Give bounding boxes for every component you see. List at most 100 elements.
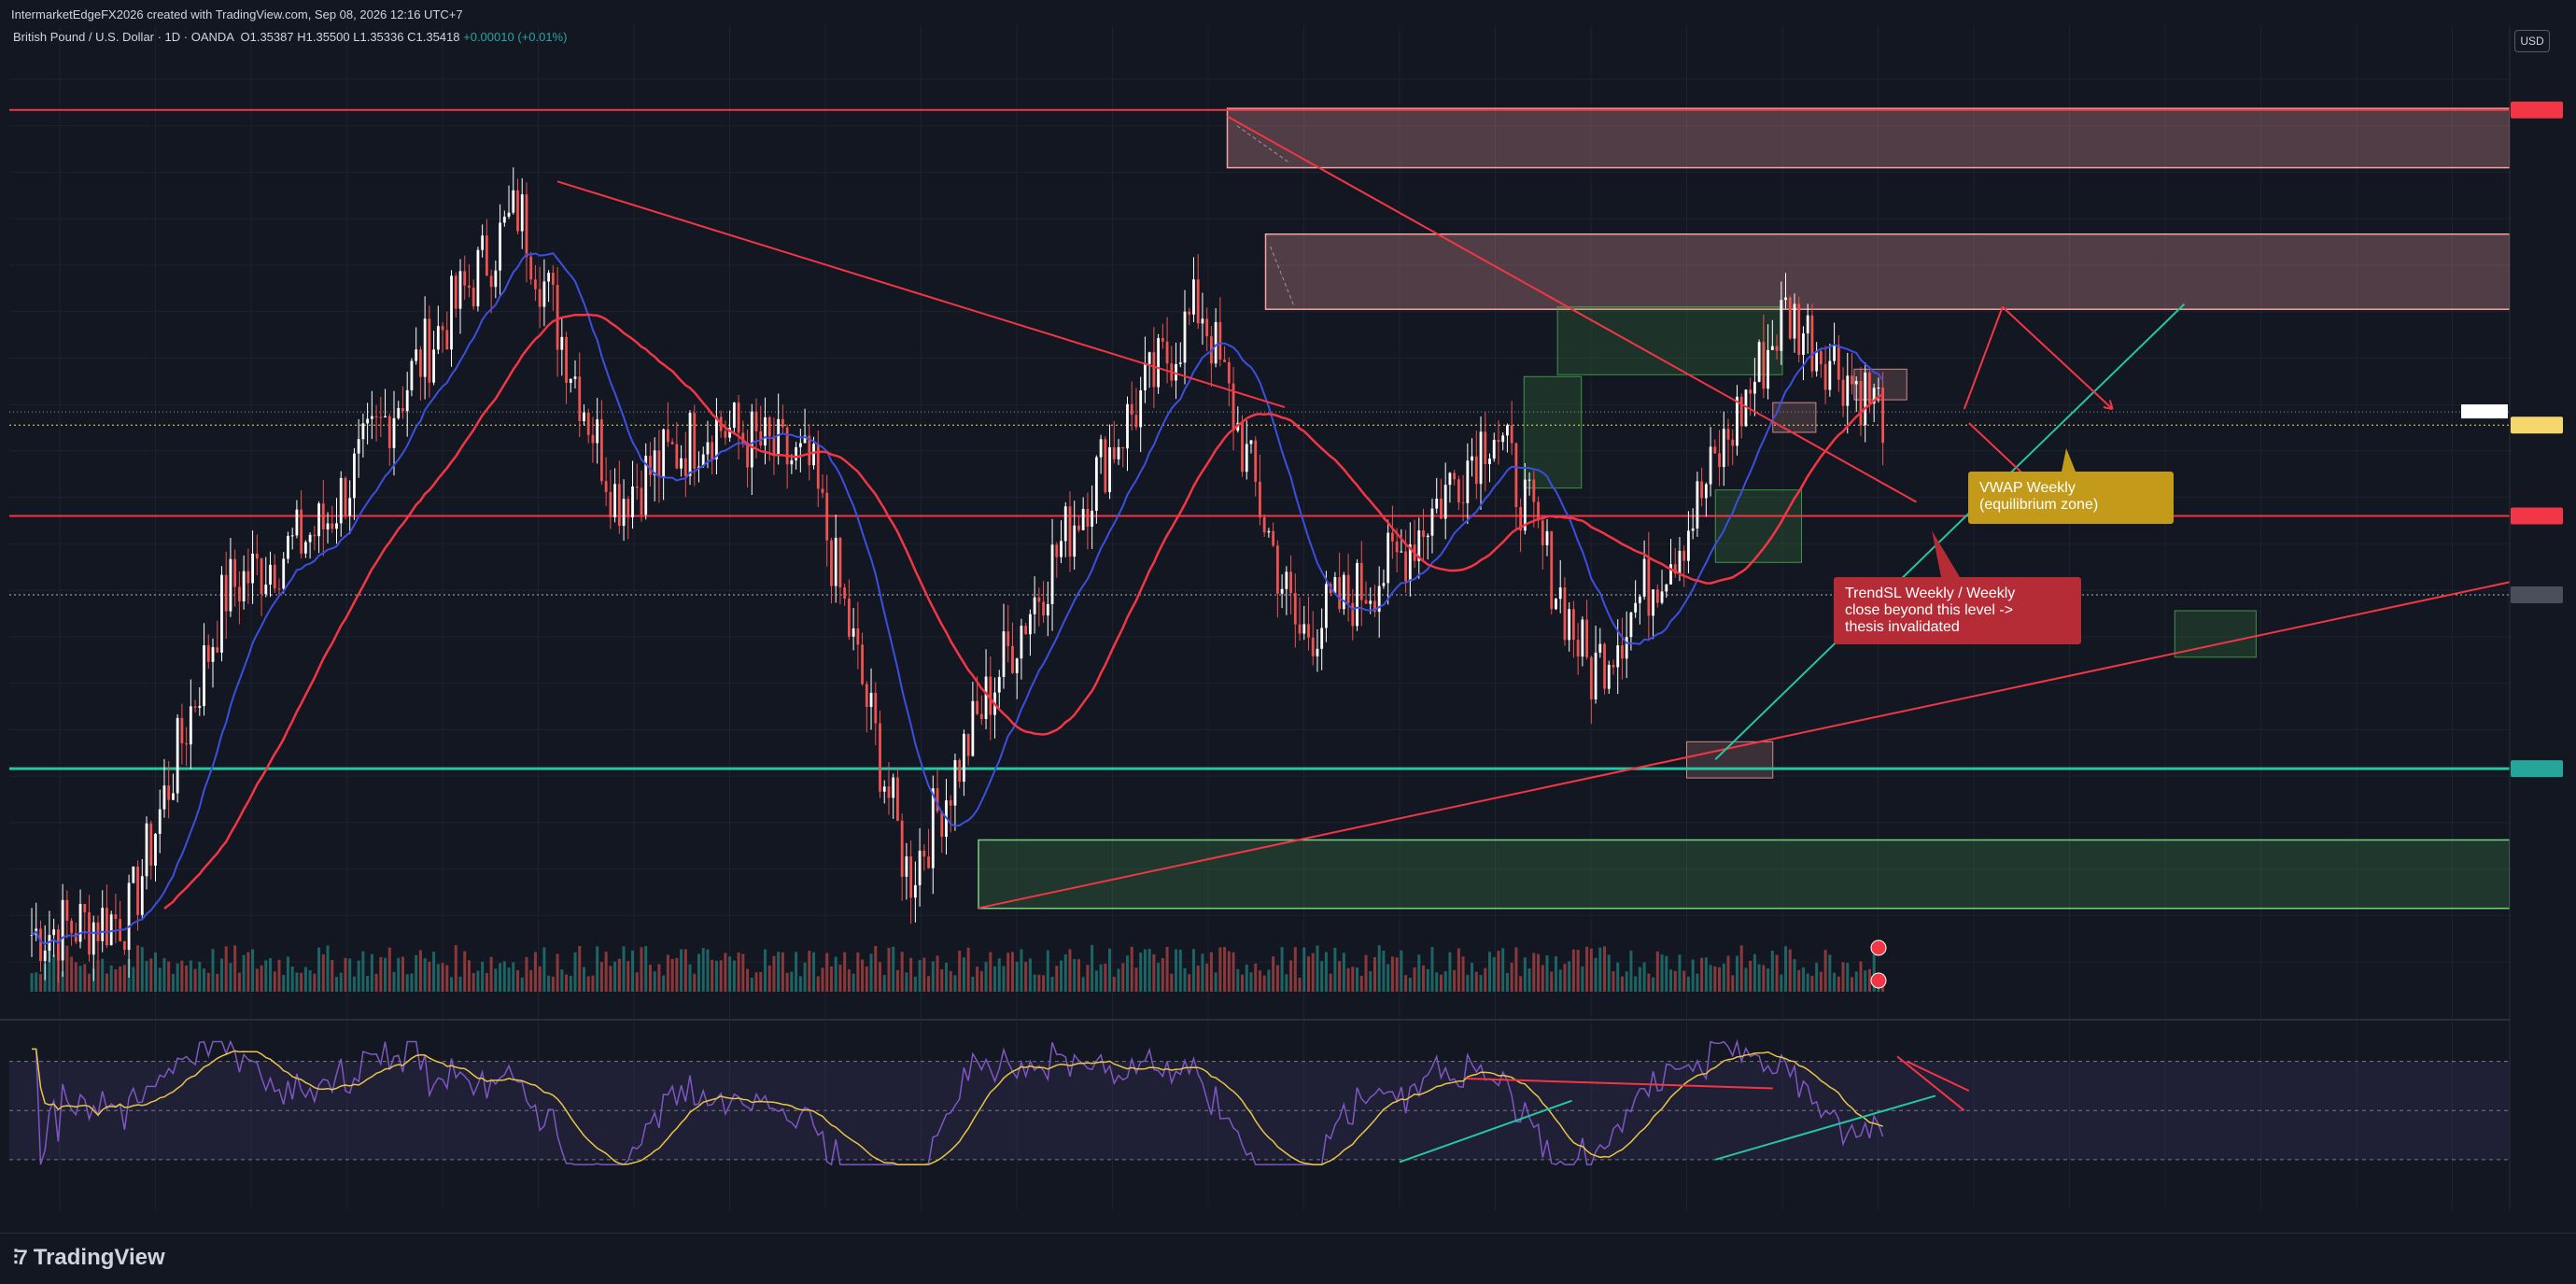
volume-bar <box>1668 969 1672 992</box>
candle-body <box>830 540 833 586</box>
candle-body <box>887 786 891 798</box>
candle-body <box>348 498 352 516</box>
candle-body <box>1823 364 1827 390</box>
candle-body <box>335 523 338 529</box>
volume-bar <box>1510 962 1513 992</box>
trendsl-callout-text: thesis invalidated <box>1845 619 1960 635</box>
candle-body <box>1050 544 1054 604</box>
volume-bar <box>693 973 697 992</box>
volume-bar <box>1046 950 1049 992</box>
candle-body <box>1634 602 1638 613</box>
demand-box <box>1714 489 1802 563</box>
volume-bar <box>1121 963 1125 992</box>
candle-body <box>260 558 263 595</box>
candle-body <box>1063 506 1067 542</box>
candle-body <box>1607 664 1611 689</box>
volume-bar <box>573 952 577 992</box>
symbol-legend[interactable]: British Pound / U.S. Dollar · 1D · OANDA… <box>13 30 567 44</box>
volume-bar <box>1028 958 1032 992</box>
candle-body <box>1581 619 1584 657</box>
candle-body <box>958 760 962 783</box>
candle-body <box>489 275 493 288</box>
created-by-text: IntermarketEdgeFX2026 created with Tradi… <box>11 7 463 21</box>
candle-body <box>1192 279 1195 315</box>
candle-body <box>1073 525 1077 557</box>
candle-body <box>206 645 210 662</box>
candle-body <box>1479 431 1483 485</box>
volume-bar <box>1700 957 1704 992</box>
volume-bar <box>114 969 118 992</box>
volume-bar <box>949 970 952 992</box>
candle-body <box>1227 361 1231 384</box>
rsi-divergence-line <box>1466 1078 1773 1090</box>
volume-bar <box>763 949 767 992</box>
volume-bar <box>1400 950 1403 992</box>
volume-bar <box>989 952 992 992</box>
volume-bar <box>821 967 824 992</box>
volume-bar <box>1709 965 1712 992</box>
volume-bar <box>1311 952 1315 992</box>
volume-bar <box>1430 947 1434 992</box>
candle-body <box>812 444 815 466</box>
candle-body <box>1819 351 1823 365</box>
volume-bar <box>233 945 237 992</box>
vwap-callout-pointer <box>2062 448 2076 472</box>
candle-body <box>913 884 917 898</box>
candle-body <box>1691 528 1695 531</box>
volume-bar <box>1828 954 1832 992</box>
volume-bar <box>1125 955 1129 992</box>
candle-body <box>821 488 824 493</box>
candle-body <box>154 833 157 867</box>
currency-button[interactable]: USD <box>2514 30 2550 52</box>
volume-bar <box>436 964 440 992</box>
volume-bar <box>237 972 241 992</box>
supply-box <box>1772 402 1817 433</box>
volume-bar <box>1390 956 1394 992</box>
volume-bar <box>308 970 312 992</box>
tradingview-brand[interactable]: ⫶7 TradingView <box>13 1245 165 1271</box>
candle-body <box>613 484 616 517</box>
candle-body <box>1788 297 1792 339</box>
volume-bar <box>52 954 56 992</box>
candle-body <box>1784 297 1787 301</box>
candle-body <box>767 416 771 437</box>
close-value: 1.35418 <box>415 30 460 44</box>
candle-body <box>52 929 56 936</box>
volume-bar <box>1081 977 1085 992</box>
candle-body <box>1188 311 1191 315</box>
volume-bar <box>688 964 692 992</box>
price-axis[interactable] <box>2461 26 2576 1235</box>
volume-bar <box>644 946 648 992</box>
candle-body <box>1881 388 1885 444</box>
volume-bar <box>1275 965 1279 992</box>
trendsl-callout-pointer <box>1932 530 1960 577</box>
candle-body <box>255 553 259 559</box>
candle-body <box>662 429 666 477</box>
candle-body <box>808 435 811 466</box>
candle-body <box>1510 425 1513 444</box>
candle-body <box>653 450 656 475</box>
volume-bar <box>1010 952 1014 992</box>
candle-body <box>1753 381 1756 394</box>
candle-body <box>551 273 555 286</box>
candle-body <box>861 644 864 684</box>
volume-bar <box>198 961 202 992</box>
volume-bar <box>1404 975 1408 992</box>
volume-bar <box>1015 961 1019 992</box>
volume-bar <box>1867 968 1871 992</box>
volume-bar <box>397 957 401 992</box>
candle-body <box>1532 479 1536 502</box>
volume-bar <box>586 976 590 992</box>
candle-body <box>1130 403 1133 416</box>
candle-body <box>966 733 970 756</box>
candle-body <box>795 446 798 460</box>
volume-bar <box>1461 956 1465 992</box>
candle-body <box>287 535 289 559</box>
candle-body <box>1201 318 1204 324</box>
volume-bar <box>1660 954 1664 992</box>
volume-bar <box>640 947 643 992</box>
candle-body <box>74 933 77 942</box>
volume-bar <box>158 967 162 992</box>
candle-body <box>1342 574 1345 610</box>
